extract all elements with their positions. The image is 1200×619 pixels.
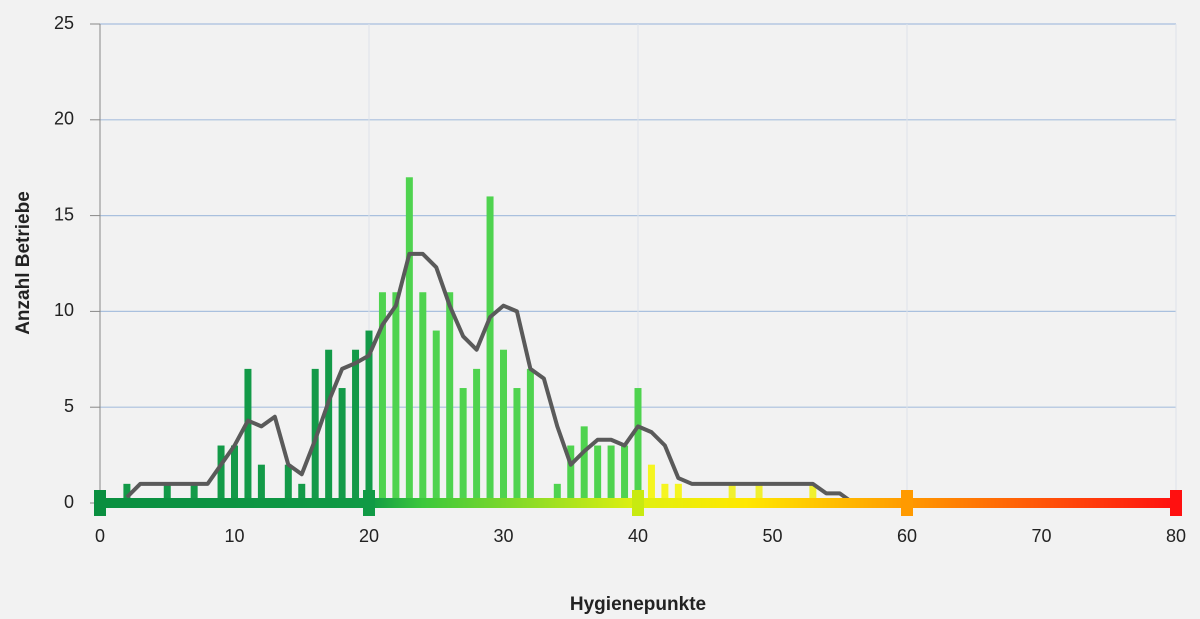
bar — [392, 292, 400, 503]
bar — [298, 483, 306, 503]
x-tick-label: 40 — [628, 526, 648, 546]
bar — [446, 292, 454, 503]
bar — [755, 483, 763, 503]
x-tick — [94, 490, 106, 516]
bar — [567, 445, 575, 503]
x-tick-label: 50 — [762, 526, 782, 546]
bar — [231, 445, 238, 503]
y-tick-label: 10 — [54, 300, 74, 320]
bar — [473, 368, 481, 503]
y-tick-label: 25 — [54, 13, 74, 33]
bar — [513, 388, 521, 503]
bar — [607, 445, 615, 503]
bar — [163, 483, 171, 503]
bar — [325, 349, 333, 503]
y-tick-label: 5 — [64, 396, 74, 416]
bar — [378, 292, 386, 503]
bar — [405, 177, 413, 503]
bar — [365, 330, 373, 503]
y-axis-title: Anzahl Betriebe — [13, 191, 34, 335]
bar — [634, 388, 642, 503]
trend-line — [125, 251, 855, 505]
bar — [674, 483, 682, 503]
bar — [728, 483, 736, 503]
x-tick-label: 10 — [224, 526, 244, 546]
x-tick — [363, 490, 375, 516]
x-tick — [901, 490, 913, 516]
bar — [284, 464, 292, 503]
bar — [419, 292, 427, 503]
bar — [459, 388, 467, 503]
bar — [594, 445, 602, 503]
bar — [500, 349, 507, 503]
x-tick-label: 60 — [897, 526, 917, 546]
x-tick-label: 0 — [95, 526, 105, 546]
x-tick-label: 30 — [493, 526, 513, 546]
bar — [432, 330, 440, 503]
x-tick-label: 80 — [1166, 526, 1186, 546]
x-tick-label: 70 — [1031, 526, 1051, 546]
bar — [661, 483, 669, 503]
bar — [486, 196, 494, 503]
bar — [190, 483, 198, 503]
bar — [123, 483, 131, 503]
bar — [217, 445, 225, 503]
bar — [257, 464, 265, 503]
bar — [338, 388, 346, 503]
bar — [809, 483, 817, 503]
x-tick — [632, 490, 644, 516]
y-tick-label: 0 — [64, 492, 74, 512]
bar — [553, 483, 561, 503]
x-tick-label: 20 — [359, 526, 379, 546]
x-tick — [1170, 490, 1182, 516]
y-tick-label: 20 — [54, 109, 74, 129]
y-tick-label: 15 — [54, 204, 74, 224]
bar — [621, 445, 629, 503]
bar — [647, 464, 655, 503]
bar — [580, 426, 588, 503]
bar — [352, 349, 360, 503]
bar — [526, 368, 534, 503]
bar — [244, 368, 252, 503]
x-axis-title: Hygienepunkte — [570, 594, 706, 615]
